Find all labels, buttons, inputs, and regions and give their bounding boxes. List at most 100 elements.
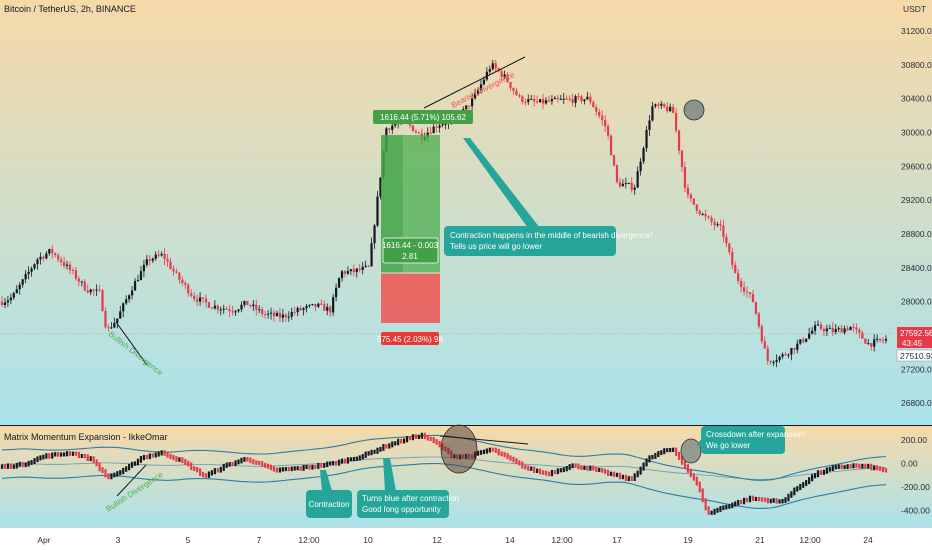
candle-body <box>207 302 211 308</box>
osc-bar <box>500 451 503 457</box>
osc-bar <box>719 506 722 512</box>
candle-body <box>12 293 15 298</box>
candle-body <box>225 308 228 310</box>
osc-bar <box>340 458 344 464</box>
candle-body <box>589 96 592 103</box>
osc-bar <box>849 464 852 469</box>
candle-body <box>701 214 704 216</box>
osc-bar <box>169 453 172 459</box>
time-axis[interactable]: Apr 3 5 7 12:00 10 12 14 12:00 17 19 21 12:00 24 <box>37 535 873 545</box>
osc-bar <box>45 453 48 459</box>
osc-bar <box>562 467 565 473</box>
osc-bar <box>237 459 240 465</box>
osc-bar <box>145 454 148 460</box>
candle-body <box>255 304 258 310</box>
candle-body <box>426 132 429 138</box>
osc-bar <box>754 496 758 502</box>
candle-body <box>624 183 627 185</box>
chart-title[interactable]: Bitcoin / TetherUS, 2h, BINANCE <box>4 4 136 14</box>
candle-body <box>178 272 181 280</box>
osc-bar <box>497 448 500 456</box>
osc-bar <box>42 454 45 460</box>
osc-bar <box>346 457 350 464</box>
current-price-value: 27592.56 <box>900 329 932 338</box>
candle-body <box>54 253 57 256</box>
osc-bar <box>51 452 54 459</box>
candle-body <box>491 63 494 70</box>
candle-body <box>592 102 595 108</box>
candle-body <box>272 312 276 317</box>
candle-body <box>145 259 148 265</box>
long-position-tool[interactable]: 1616.44 (5.71%) 105.62 1616.44 - 0.003 2… <box>373 110 473 345</box>
osc-bar <box>672 447 675 452</box>
osc-bar <box>0 464 4 469</box>
contraction-callout[interactable] <box>306 490 352 518</box>
osc-bar <box>778 499 781 504</box>
indicator-title[interactable]: Matrix Momentum Expansion - IkkeOmar <box>4 432 168 442</box>
candle-body <box>154 254 157 259</box>
osc-bar <box>130 461 134 468</box>
osc-bar <box>666 448 669 453</box>
contraction-main-callout[interactable] <box>444 226 616 256</box>
candle-body <box>606 126 610 136</box>
candle-body <box>373 225 376 244</box>
candle-body <box>62 262 66 266</box>
candle-body <box>834 329 837 333</box>
candle-body <box>269 312 273 314</box>
candle-body <box>639 161 642 172</box>
time-tick-label: 14 <box>505 535 515 545</box>
candle-body <box>136 280 140 282</box>
candle-body <box>80 281 83 283</box>
candle-body <box>190 293 193 296</box>
osc-bar <box>745 497 749 503</box>
osc-bar <box>122 467 125 475</box>
osc-bar <box>417 434 420 440</box>
candle-body <box>621 183 624 187</box>
candle-body <box>586 96 589 100</box>
osc-bar <box>772 498 775 503</box>
osc-bar <box>181 457 184 464</box>
osc-bar <box>805 480 808 487</box>
candle-body <box>518 95 521 97</box>
candle-body <box>196 299 199 302</box>
osc-bar <box>810 474 814 482</box>
osc-bar <box>423 432 426 440</box>
osc-bar <box>728 504 731 509</box>
osc-bar <box>843 465 846 470</box>
osc-bar <box>125 466 128 472</box>
candle-body <box>524 101 527 103</box>
candle-body <box>435 126 438 128</box>
osc-bar <box>571 463 574 469</box>
osc-bar <box>89 456 92 462</box>
osc-bar <box>379 446 382 452</box>
candle-body <box>305 306 308 309</box>
turns-blue-callout[interactable] <box>357 490 449 518</box>
candle-body <box>125 299 128 304</box>
stop-zone[interactable] <box>381 273 440 323</box>
candle-body <box>751 294 755 303</box>
candle-body <box>417 132 420 134</box>
candle-body <box>169 261 172 269</box>
candle-body <box>725 236 728 244</box>
candle-body <box>86 290 89 293</box>
candle-body <box>104 311 107 328</box>
osc-bar <box>269 464 273 471</box>
currency-label: USDT <box>903 4 926 14</box>
candle-body <box>9 297 12 301</box>
countdown-badge <box>897 338 932 348</box>
candle-body <box>89 289 92 293</box>
osc-bar <box>731 502 734 509</box>
osc-bar <box>734 501 737 507</box>
osc-bar <box>781 498 784 504</box>
target-label-box <box>373 110 473 124</box>
osc-bar <box>361 454 364 460</box>
crossdown-callout[interactable] <box>701 426 785 454</box>
osc-bar <box>876 465 879 471</box>
candle-body <box>482 79 486 85</box>
oscillator-axis[interactable]: 200.00 0.00 -200.00 -400.00 <box>901 435 930 515</box>
osc-bar <box>831 465 834 472</box>
candle-body <box>326 306 329 311</box>
osc-bar <box>405 436 409 443</box>
candle-body <box>68 264 72 270</box>
